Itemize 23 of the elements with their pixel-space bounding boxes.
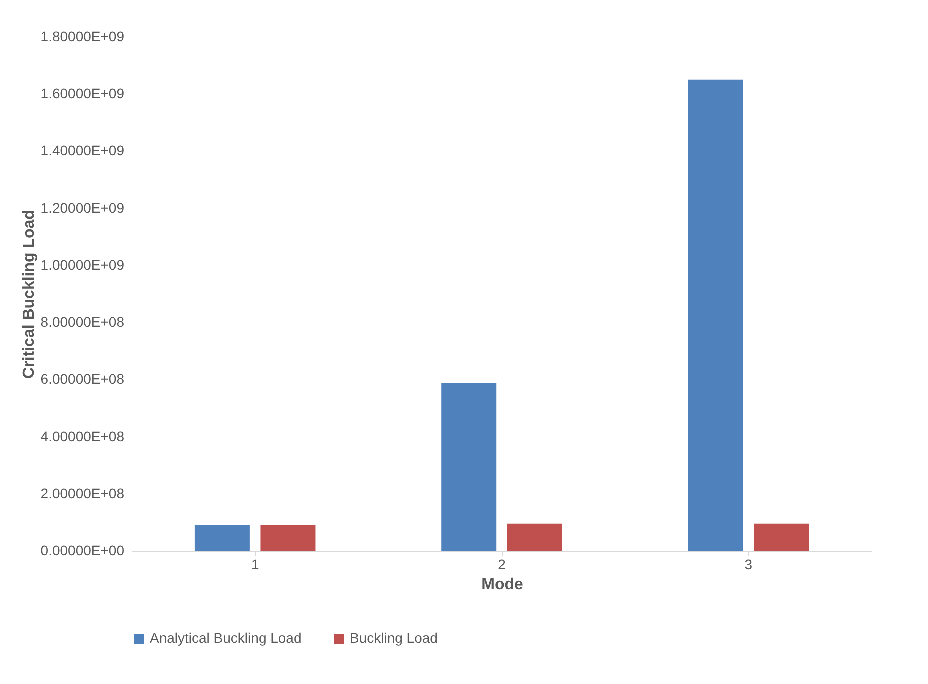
bar: [507, 524, 562, 551]
legend-label: Analytical Buckling Load: [150, 630, 302, 646]
y-tick-label: 2.00000E+08: [40, 485, 125, 502]
x-tick-label: 2: [498, 556, 506, 572]
y-tick-label: 8.00000E+08: [40, 314, 125, 330]
legend-label: Buckling Load: [350, 630, 438, 646]
y-tick-label: 1.20000E+09: [40, 200, 125, 216]
y-tick-label: 1.00000E+09: [40, 256, 125, 273]
bar: [194, 525, 250, 551]
y-tick-label: 0.00000E+00: [40, 542, 125, 558]
bar: [442, 383, 497, 551]
x-tick-label: 1: [251, 556, 260, 572]
y-tick-label: 1.80000E+09: [40, 28, 125, 44]
y-tick-label: 6.00000E+08: [40, 371, 125, 388]
bar: [754, 524, 810, 551]
y-tick-label: 1.40000E+09: [40, 142, 125, 159]
y-tick-label: 1.60000E+09: [40, 86, 125, 102]
y-axis-title: Critical Buckling Load: [20, 210, 38, 379]
x-axis-title: Mode: [482, 576, 524, 594]
bar: [260, 525, 316, 551]
bar: [688, 80, 744, 551]
y-tick-label: 4.00000E+08: [40, 428, 125, 444]
x-tick-label: 3: [744, 556, 753, 572]
